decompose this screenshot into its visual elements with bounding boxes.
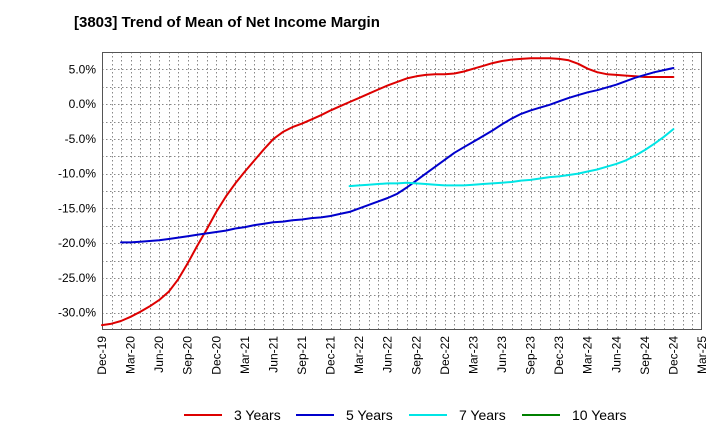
legend-swatch: [522, 414, 560, 416]
x-tick-label: Sep-24: [638, 336, 652, 375]
x-tick-label: Jun-23: [495, 336, 509, 373]
y-tick-label: 0.0%: [69, 97, 97, 111]
x-tick-label: Dec-22: [438, 336, 452, 375]
plot-frame: [102, 52, 702, 330]
legend-label: 7 Years: [459, 407, 506, 423]
y-tick-label: -15.0%: [58, 201, 96, 215]
series-line-7-years: [348, 128, 675, 188]
x-axis-ticks: Dec-19 Mar-20 Jun-20 Sep-20 Dec-20 Mar-21 Jun-…: [95, 336, 709, 375]
legend-swatch: [409, 414, 447, 416]
grid-lines: [102, 52, 702, 330]
x-tick-label: Mar-20: [124, 336, 138, 374]
y-axis-ticks: 5.0% 0.0% -5.0% -10.0% -15.0% -20.0% -25.0% -30…: [58, 62, 96, 319]
legend-item-7-years: 7 Years: [409, 404, 506, 426]
legend-item-5-years: 5 Years: [296, 404, 393, 426]
x-tick-label: Sep-20: [181, 336, 195, 375]
y-tick-label: -25.0%: [58, 271, 96, 285]
x-tick-label: Jun-22: [381, 336, 395, 373]
x-tick-label: Dec-20: [209, 336, 223, 375]
x-tick-label: Jun-21: [266, 336, 280, 373]
legend-swatch: [184, 414, 222, 416]
legend-label: 3 Years: [234, 407, 281, 423]
y-tick-label: 5.0%: [69, 62, 97, 76]
x-tick-label: Dec-19: [95, 336, 109, 375]
x-tick-label: Mar-23: [466, 336, 480, 374]
x-tick-label: Sep-23: [524, 336, 538, 375]
x-tick-label: Sep-22: [409, 336, 423, 375]
series-line-3-years: [101, 57, 675, 327]
x-tick-label: Mar-21: [238, 336, 252, 374]
legend-item-10-years: 10 Years: [522, 404, 627, 426]
x-tick-label: Jun-24: [609, 336, 623, 373]
y-tick-label: -30.0%: [58, 306, 96, 320]
x-tick-label: Mar-25: [695, 336, 709, 374]
plot-border: [102, 52, 702, 330]
x-tick-label: Dec-24: [666, 336, 680, 375]
legend-swatch: [296, 414, 334, 416]
y-tick-label: -20.0%: [58, 236, 96, 250]
legend: 3 Years 5 Years 7 Years 10 Years: [0, 404, 720, 426]
y-tick-label: -10.0%: [58, 167, 96, 181]
y-tick-label: -5.0%: [65, 132, 97, 146]
x-tick-label: Mar-22: [352, 336, 366, 374]
x-tick-label: Dec-21: [324, 336, 338, 375]
legend-label: 5 Years: [346, 407, 393, 423]
legend-label: 10 Years: [572, 407, 627, 423]
x-tick-label: Dec-23: [552, 336, 566, 375]
x-tick-label: Mar-24: [581, 336, 595, 374]
legend-item-3-years: 3 Years: [184, 404, 281, 426]
x-tick-label: Jun-20: [152, 336, 166, 373]
series-lines: [101, 57, 675, 327]
x-tick-label: Sep-21: [295, 336, 309, 375]
chart-title: [3803] Trend of Mean of Net Income Margi…: [74, 14, 380, 31]
series-line-5-years: [120, 67, 675, 244]
